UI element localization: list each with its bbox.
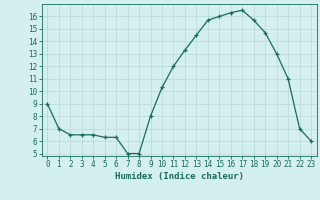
X-axis label: Humidex (Indice chaleur): Humidex (Indice chaleur) [115, 172, 244, 181]
